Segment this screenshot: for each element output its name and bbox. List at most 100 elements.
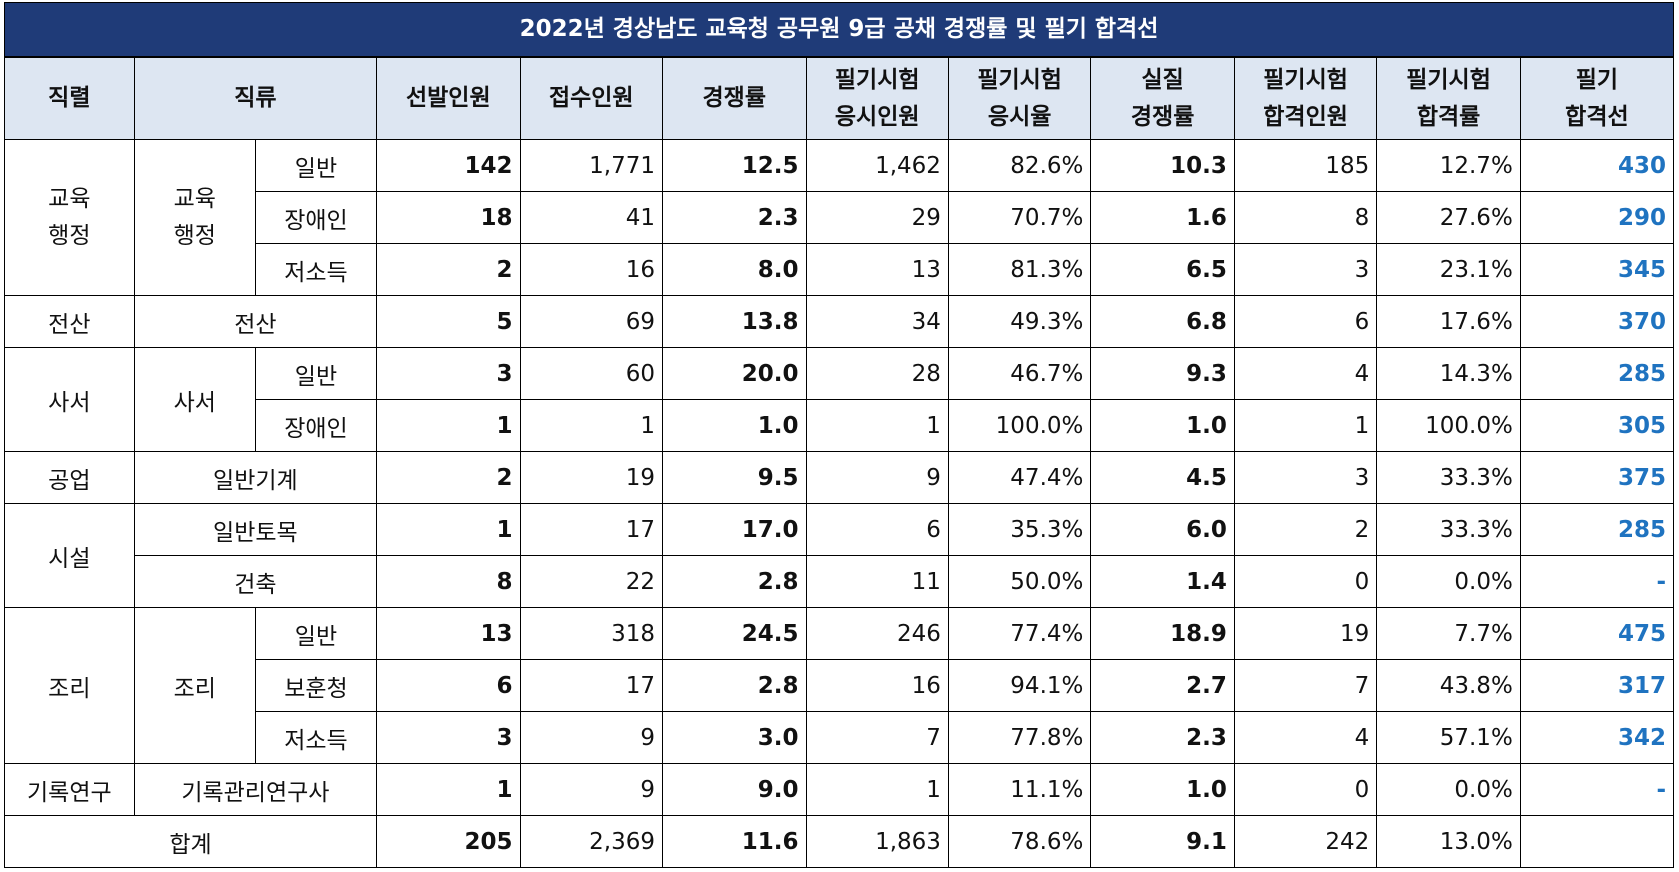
cutoff-cell: 475	[1519, 607, 1675, 660]
take-rate-cell: 49.3%	[947, 295, 1092, 348]
selected-cell: 1	[376, 763, 521, 816]
takers-cell: 11	[805, 555, 949, 608]
sub-class-cell: 저소득	[254, 711, 378, 764]
real-ratio-cell: 10.3	[1090, 139, 1235, 192]
header-exam-takers-line2: 응시인원	[834, 103, 920, 130]
series-cell-librarian: 사서	[4, 347, 135, 452]
takers-cell: 1	[805, 763, 949, 816]
header-pass-count: 필기시험 합격인원	[1233, 57, 1378, 140]
applied-cell: 19	[519, 451, 664, 504]
applied-cell: 22	[519, 555, 664, 608]
header-real-ratio-line2: 경쟁률	[1130, 103, 1195, 130]
pass-rate-cell: 14.3%	[1376, 347, 1521, 400]
applied-cell: 17	[519, 503, 664, 556]
take-rate-cell: 77.4%	[947, 607, 1092, 660]
real-ratio-cell: 1.0	[1090, 763, 1235, 816]
class-cell-civil: 일반토목	[133, 503, 378, 556]
cutoff-cell: 285	[1519, 347, 1675, 400]
total-take-rate: 78.6%	[947, 815, 1092, 868]
selected-cell: 1	[376, 399, 521, 452]
applied-cell: 60	[519, 347, 664, 400]
total-passed: 242	[1233, 815, 1378, 868]
table-row: 시설 일반토목 1 17 17.0 6 35.3% 6.0 2 33.3% 28…	[4, 503, 1675, 608]
takers-cell: 28	[805, 347, 949, 400]
class-cell-industry: 일반기계	[133, 451, 378, 504]
total-ratio: 11.6	[662, 815, 807, 868]
takers-cell: 246	[805, 607, 949, 660]
table-row: 공업 일반기계 2 19 9.5 9 47.4% 4.5 3 33.3% 375	[4, 451, 1675, 504]
sub-class-cell: 장애인	[254, 399, 378, 452]
total-real-ratio: 9.1	[1090, 815, 1235, 868]
table-row: 건축 8 22 2.8 11 50.0% 1.4 0 0.0% -	[5, 555, 1675, 608]
table-row: 기록연구 기록관리연구사 1 9 9.0 1 11.1% 1.0 0 0.0% …	[4, 763, 1675, 816]
pass-rate-cell: 0.0%	[1376, 763, 1521, 816]
header-cutoff: 필기 합격선	[1519, 57, 1675, 140]
header-cutoff-line2: 합격선	[1565, 103, 1629, 130]
passed-cell: 6	[1233, 295, 1378, 348]
take-rate-cell: 70.7%	[947, 191, 1092, 244]
selected-cell: 3	[376, 711, 521, 764]
pass-rate-cell: 100.0%	[1376, 399, 1521, 452]
take-rate-cell: 47.4%	[947, 451, 1092, 504]
real-ratio-cell: 9.3	[1090, 347, 1235, 400]
header-exam-rate-line1: 필기시험	[977, 66, 1062, 93]
sub-class-cell: 보훈청	[254, 659, 378, 712]
series-cell-industry: 공업	[4, 451, 135, 504]
total-selected: 205	[376, 815, 521, 868]
selected-cell: 13	[376, 607, 521, 660]
class-cell-computing: 전산	[133, 295, 378, 348]
cutoff-cell: -	[1519, 555, 1675, 608]
passed-cell: 4	[1233, 711, 1378, 764]
series-cell-cooking: 조리	[4, 607, 135, 764]
cutoff-cell: 342	[1519, 711, 1675, 764]
total-pass-rate: 13.0%	[1376, 815, 1521, 868]
header-exam-takers: 필기시험 응시인원	[805, 57, 949, 140]
total-applied: 2,369	[519, 815, 664, 868]
header-real-ratio-line1: 실질	[1141, 66, 1184, 93]
class-cell-edu-admin: 교육 행정	[133, 139, 256, 296]
passed-cell: 185	[1233, 139, 1378, 192]
cutoff-cell: 290	[1519, 191, 1675, 244]
class-cell-records: 기록관리연구사	[133, 763, 378, 816]
series-cell-facility: 시설	[4, 503, 135, 608]
passed-cell: 3	[1233, 243, 1378, 296]
ratio-cell: 9.5	[662, 451, 807, 504]
series-label: 행정	[48, 222, 91, 249]
pass-rate-cell: 57.1%	[1376, 711, 1521, 764]
take-rate-cell: 94.1%	[947, 659, 1092, 712]
table-row: 장애인 1 1 1.0 1 100.0% 1.0 1 100.0% 305	[5, 399, 1675, 452]
takers-cell: 34	[805, 295, 949, 348]
pass-rate-cell: 12.7%	[1376, 139, 1521, 192]
cutoff-cell: 285	[1519, 503, 1675, 556]
sub-class-cell: 일반	[254, 139, 378, 192]
selected-cell: 18	[376, 191, 521, 244]
takers-cell: 1	[805, 399, 949, 452]
table-row: 교육 행정 교육 행정 일반 142 1,771 12.5 1,462 82.6% …	[4, 139, 1675, 296]
header-selected: 선발인원	[376, 57, 521, 140]
takers-cell: 1,462	[805, 139, 949, 192]
real-ratio-cell: 1.0	[1090, 399, 1235, 452]
real-ratio-cell: 2.3	[1090, 711, 1235, 764]
takers-cell: 7	[805, 711, 949, 764]
header-exam-rate-line2: 응시율	[987, 103, 1052, 130]
series-label: 교육	[48, 185, 91, 212]
cutoff-cell: 345	[1519, 243, 1675, 296]
passed-cell: 0	[1233, 763, 1378, 816]
real-ratio-cell: 18.9	[1090, 607, 1235, 660]
selected-cell: 3	[376, 347, 521, 400]
ratio-cell: 20.0	[662, 347, 807, 400]
pass-rate-cell: 33.3%	[1376, 451, 1521, 504]
header-pass-rate-line2: 합격률	[1416, 103, 1481, 130]
ratio-cell: 1.0	[662, 399, 807, 452]
total-takers: 1,863	[805, 815, 949, 868]
passed-cell: 4	[1233, 347, 1378, 400]
sub-class-cell: 장애인	[254, 191, 378, 244]
passed-cell: 19	[1233, 607, 1378, 660]
take-rate-cell: 50.0%	[947, 555, 1092, 608]
selected-cell: 1	[376, 503, 521, 556]
take-rate-cell: 82.6%	[947, 139, 1092, 192]
cutoff-cell: -	[1519, 763, 1675, 816]
real-ratio-cell: 1.6	[1090, 191, 1235, 244]
